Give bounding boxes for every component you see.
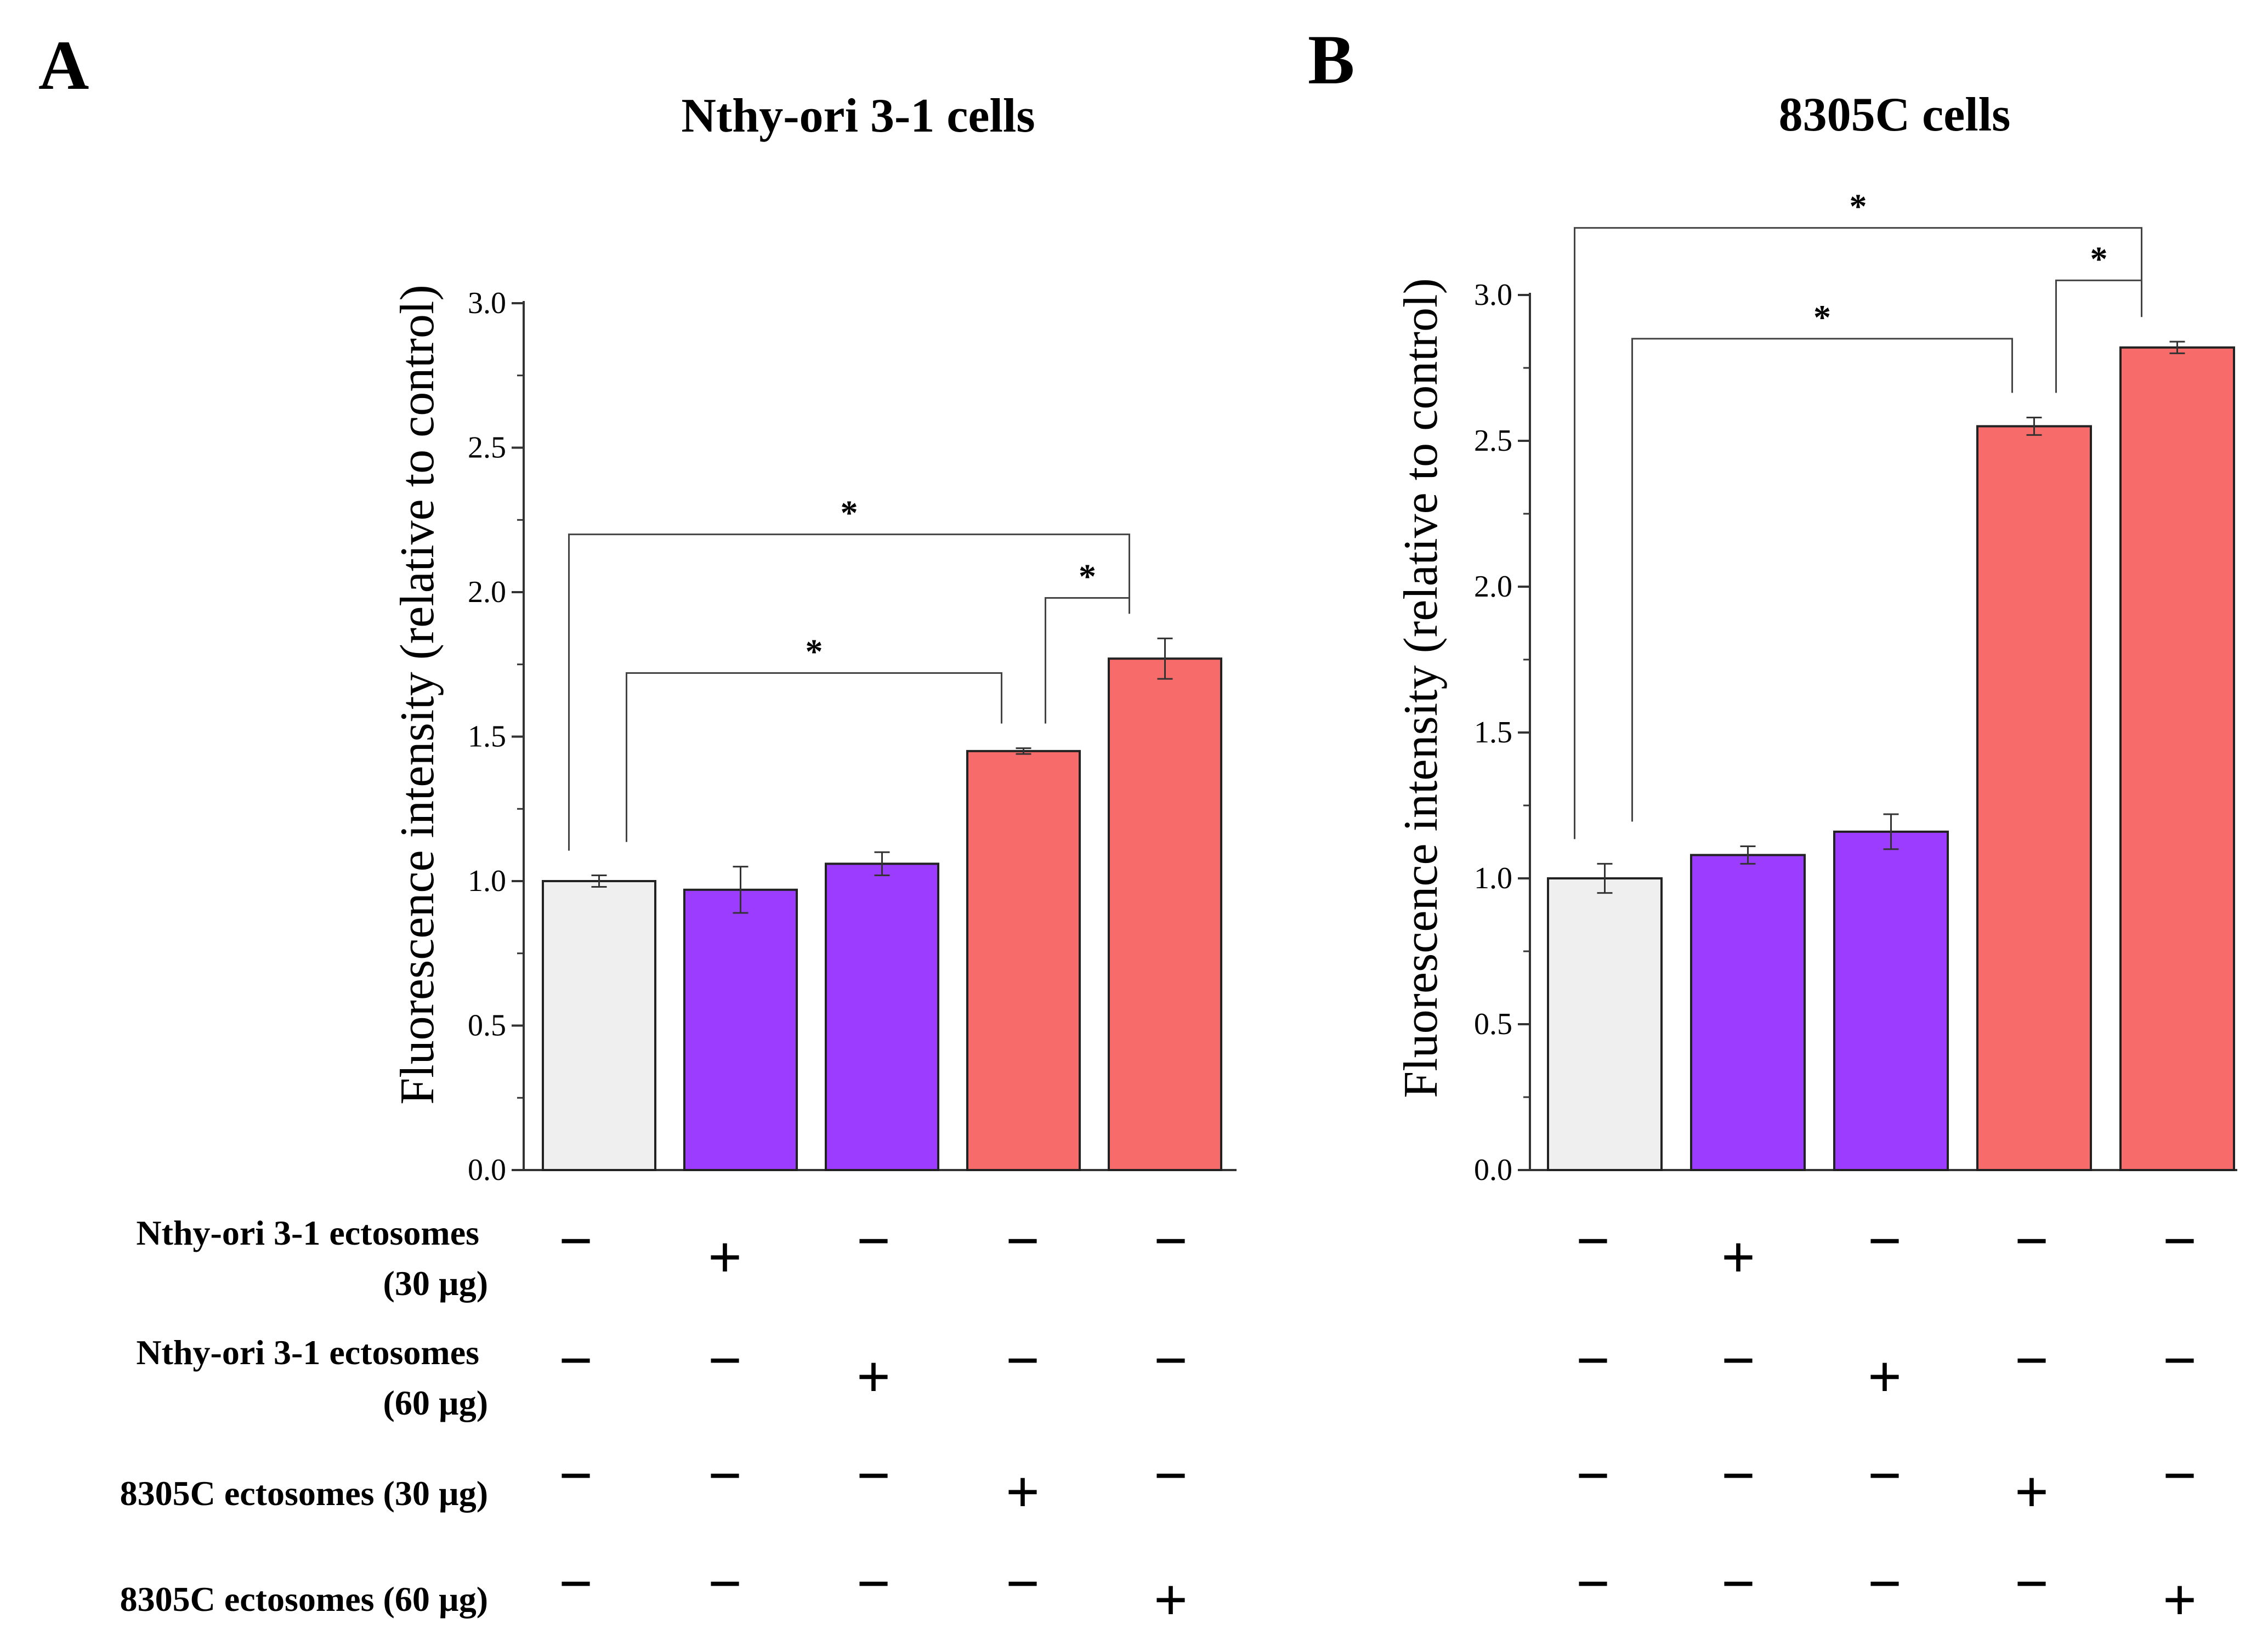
panel-b-minus-sign: − xyxy=(1721,1327,1756,1394)
row-label-nthy-30: Nthy-ori 3-1 ectosomes (30 µg) xyxy=(136,1213,488,1303)
panel-a-bar xyxy=(683,888,798,1172)
panel-b-plus-sign: + xyxy=(2163,1566,2197,1633)
row-label-8305c-30: 8305C ectosomes (30 µg) xyxy=(120,1474,488,1513)
panel-b-minus-sign: − xyxy=(2163,1442,2197,1509)
panel-b-minus-sign: − xyxy=(2015,1327,2049,1394)
panel-a-y-axis-label: Fluorescence intensity (relative to cont… xyxy=(391,285,444,1104)
panel-a-minus-sign: − xyxy=(857,1442,891,1509)
panel-b-significance-bracket xyxy=(1631,338,2013,822)
panel-b-title: 8305C cells xyxy=(1779,88,2011,141)
panel-b-minus-sign: − xyxy=(1721,1550,1756,1617)
panel-a-bar xyxy=(542,880,656,1171)
panel-a-minus-sign: − xyxy=(559,1550,593,1617)
panel-b-bar xyxy=(1976,425,2092,1171)
row-label-nthy-60: Nthy-ori 3-1 ectosomes (60 µg) xyxy=(136,1333,488,1422)
panel-a-y-tick-label: 2.5 xyxy=(468,431,506,465)
panel-a-significance-star: * xyxy=(841,493,858,532)
row-label-nthy-60-line1: Nthy-ori 3-1 ectosomes xyxy=(136,1333,479,1372)
panel-b-y-tick-label: 1.5 xyxy=(1474,716,1512,750)
panel-b-plus-sign: + xyxy=(1721,1224,1756,1291)
panel-a-minus-sign: − xyxy=(708,1550,742,1617)
row-label-nthy-30-line1: Nthy-ori 3-1 ectosomes xyxy=(136,1213,479,1252)
panel-a-minus-sign: − xyxy=(708,1327,742,1394)
panel-b-minus-sign: − xyxy=(2163,1327,2197,1394)
panel-b-bar xyxy=(1690,854,1806,1171)
panel-a-y-tick-label: 1.5 xyxy=(468,720,506,754)
panel-a-minus-sign: − xyxy=(1006,1207,1040,1274)
panel-a-plus-sign: + xyxy=(1154,1566,1188,1633)
row-label-8305c-60: 8305C ectosomes (60 µg) xyxy=(120,1580,488,1619)
panel-b-significance-bracket xyxy=(1574,227,2142,839)
panel-a-y-tick-label: 3.0 xyxy=(468,286,506,320)
panel-a-y-tick-label: 0.0 xyxy=(468,1153,506,1187)
panel-b-minus-sign: − xyxy=(2163,1207,2197,1274)
panel-a-plus-sign: + xyxy=(1006,1458,1040,1525)
panel-b-y-tick-label: 1.0 xyxy=(1474,861,1512,895)
panel-b-bar xyxy=(1833,830,1949,1171)
panel-b-significance-star: * xyxy=(1850,187,1867,226)
panel-b-significance-bracket xyxy=(2055,279,2142,393)
panel-a-significance-bracket xyxy=(568,533,1130,851)
panel-a-plus-sign: + xyxy=(857,1343,891,1410)
panel-a-minus-sign: − xyxy=(559,1442,593,1509)
panel-b-minus-sign: − xyxy=(2015,1207,2049,1274)
panel-a-significance-star: * xyxy=(1079,557,1096,596)
panel-b-y-tick-label: 0.0 xyxy=(1474,1153,1512,1187)
panel-b-minus-sign: − xyxy=(2015,1550,2049,1617)
panel-b-minus-sign: − xyxy=(1576,1327,1611,1394)
panel-b-y-tick-label: 0.5 xyxy=(1474,1007,1512,1041)
panel-a-minus-sign: − xyxy=(1006,1550,1040,1617)
panel-b-minus-sign: − xyxy=(1868,1442,1902,1509)
panel-a-bar xyxy=(1108,657,1222,1171)
panel-a-title: Nthy-ori 3-1 cells xyxy=(681,89,1035,143)
panel-a-letter: A xyxy=(38,26,89,104)
panel-a-minus-sign: − xyxy=(1154,1207,1188,1274)
panel-a-plus-sign: + xyxy=(708,1224,742,1291)
panel-a-minus-sign: − xyxy=(857,1207,891,1274)
panel-b-y-tick-label: 2.5 xyxy=(1474,424,1512,458)
panel-b-chart: 0.0 0.5 1.0 1.5 2.0 2.5 3.0 * * * xyxy=(1474,187,2237,1187)
treatment-grid: − + − − − − − + − − − − − + − − − − − + − + − − − − − + − − − − − + − − − − − + xyxy=(559,1207,2197,1633)
panel-b-y-tick-label: 2.0 xyxy=(1474,570,1512,604)
panel-b-letter: B xyxy=(1308,21,1354,99)
panel-b-bar xyxy=(2119,346,2235,1171)
panel-a-bar xyxy=(966,750,1081,1171)
panel-a-y-tick-label: 0.5 xyxy=(468,1009,506,1043)
panel-a-minus-sign: − xyxy=(1006,1327,1040,1394)
panel-b-plus-sign: + xyxy=(2015,1458,2049,1525)
panel-b-bar xyxy=(1547,877,1663,1171)
panel-a-significance-bracket xyxy=(1045,597,1130,724)
panel-b-y-axis-label: Fluorescence intensity (relative to cont… xyxy=(1394,278,1448,1098)
panel-b-y-tick-label: 3.0 xyxy=(1474,278,1512,312)
panel-b-plus-sign: + xyxy=(1868,1343,1902,1410)
panel-b-minus-sign: − xyxy=(1721,1442,1756,1509)
panel-b-significance-star: * xyxy=(1813,298,1831,337)
panel-a-significance-star: * xyxy=(806,632,823,671)
panel-a-minus-sign: − xyxy=(1154,1442,1188,1509)
panel-a-chart: 0.0 0.5 1.0 1.5 2.0 2.5 3.0 * * * xyxy=(468,286,1237,1187)
panel-b-minus-sign: − xyxy=(1576,1442,1611,1509)
panel-a-minus-sign: − xyxy=(857,1550,891,1617)
panel-b-significance-star: * xyxy=(2090,239,2108,278)
row-label-nthy-60-line2: (60 µg) xyxy=(383,1383,489,1422)
panel-b-minus-sign: − xyxy=(1576,1207,1611,1274)
panel-a-bar xyxy=(825,862,939,1171)
panel-a-y-tick-label: 1.0 xyxy=(468,864,506,898)
panel-a-y-tick-label: 2.0 xyxy=(468,575,506,609)
row-label-nthy-30-line2: (30 µg) xyxy=(383,1264,489,1303)
panel-b-minus-sign: − xyxy=(1868,1550,1902,1617)
panel-a-minus-sign: − xyxy=(559,1207,593,1274)
panel-a-minus-sign: − xyxy=(1154,1327,1188,1394)
panel-b-minus-sign: − xyxy=(1576,1550,1611,1617)
panel-a-minus-sign: − xyxy=(559,1327,593,1394)
panel-a-minus-sign: − xyxy=(708,1442,742,1509)
panel-b-minus-sign: − xyxy=(1868,1207,1902,1274)
panel-a-significance-bracket xyxy=(626,672,1002,842)
